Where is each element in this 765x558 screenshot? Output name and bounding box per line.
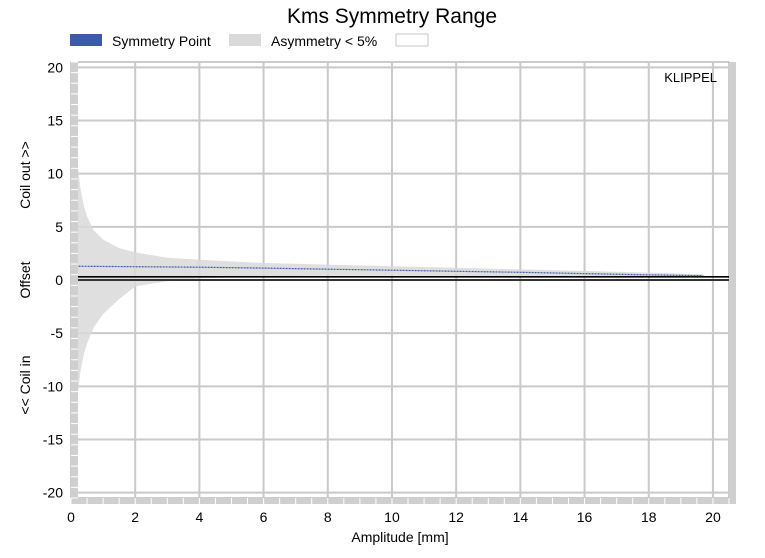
legend-label-symmetry-point: Symmetry Point — [112, 33, 211, 49]
y-tick-labels: 20 15 10 5 0 -5 -10 -15 -20 — [43, 59, 63, 500]
legend-swatch-asymmetry — [229, 34, 261, 46]
y-axis-label-offset: Offset — [17, 261, 33, 298]
y-axis-label: << Coil in Offset Coil out >> — [17, 141, 33, 414]
x-tick-label-10: 20 — [705, 509, 721, 525]
legend-swatch-symmetry-point — [70, 34, 102, 46]
y-tick-label-7: -15 — [43, 432, 63, 448]
bottom-scale-strip — [71, 498, 736, 504]
y-tick-label-5: -5 — [51, 325, 64, 341]
x-tick-label-3: 6 — [260, 509, 268, 525]
legend-swatch-blank — [395, 33, 429, 47]
x-axis-label: Amplitude [mm] — [351, 529, 448, 545]
x-tick-label-8: 16 — [577, 509, 593, 525]
y-axis-label-coil-out: Coil out >> — [17, 141, 33, 209]
x-tick-label-1: 2 — [131, 509, 139, 525]
x-tick-labels: 0 2 4 6 8 10 12 14 16 18 20 — [67, 509, 721, 525]
brand-label: KLIPPEL — [664, 70, 717, 85]
y-tick-label-4: 0 — [55, 272, 63, 288]
x-tick-label-6: 12 — [448, 509, 464, 525]
x-tick-label-2: 4 — [195, 509, 203, 525]
y-tick-label-6: -10 — [43, 378, 63, 394]
y-tick-label-8: -20 — [43, 485, 63, 501]
x-tick-label-4: 8 — [324, 509, 332, 525]
frame-decor — [70, 61, 736, 504]
x-tick-label-5: 10 — [384, 509, 400, 525]
x-tick-label-0: 0 — [67, 509, 75, 525]
symmetry-point-line — [72, 265, 704, 277]
chart-title: Kms Symmetry Range — [287, 5, 497, 28]
line-layer — [71, 265, 729, 281]
y-axis-label-coil-in: << Coil in — [17, 355, 33, 414]
y-tick-label-2: 10 — [47, 166, 63, 182]
x-tick-label-9: 18 — [641, 509, 657, 525]
right-scale-strip — [729, 62, 736, 504]
y-tick-label-1: 15 — [47, 112, 63, 128]
x-tick-label-7: 14 — [513, 509, 529, 525]
legend-label-asymmetry: Asymmetry < 5% — [271, 33, 377, 49]
y-tick-label-3: 5 — [55, 219, 63, 235]
y-tick-label-0: 20 — [47, 59, 63, 75]
left-scale-strip — [71, 62, 78, 498]
legend: Symmetry Point Asymmetry < 5% — [70, 33, 429, 49]
